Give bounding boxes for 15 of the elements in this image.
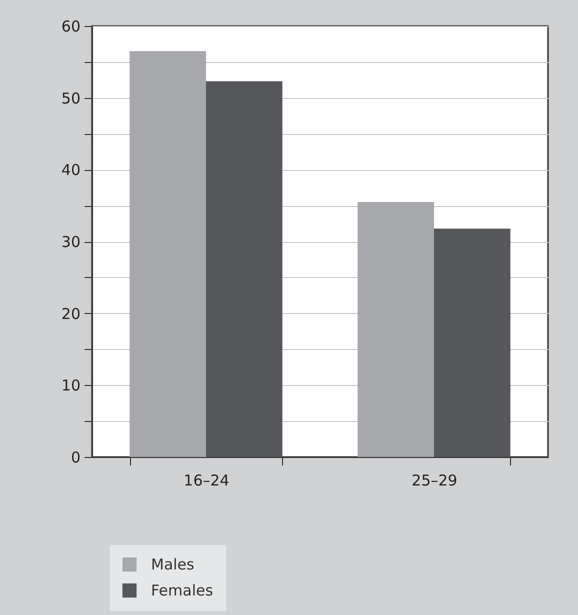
bar [206,81,282,457]
y-tick-label: 0 [70,448,80,466]
bar [358,202,434,457]
legend-label: Females [151,582,214,600]
y-tick-label: 60 [61,18,80,36]
bar [130,51,206,457]
y-tick-label: 30 [61,233,80,251]
y-tick-label: 10 [61,376,80,395]
y-tick-label: 50 [61,89,80,108]
y-tick-label: 20 [61,304,80,323]
x-tick-label: 25–29 [412,472,458,490]
legend-label: Males [151,556,195,574]
bar [434,228,510,457]
y-tick-label: 40 [61,161,80,180]
x-tick-label: 16–24 [184,472,230,490]
